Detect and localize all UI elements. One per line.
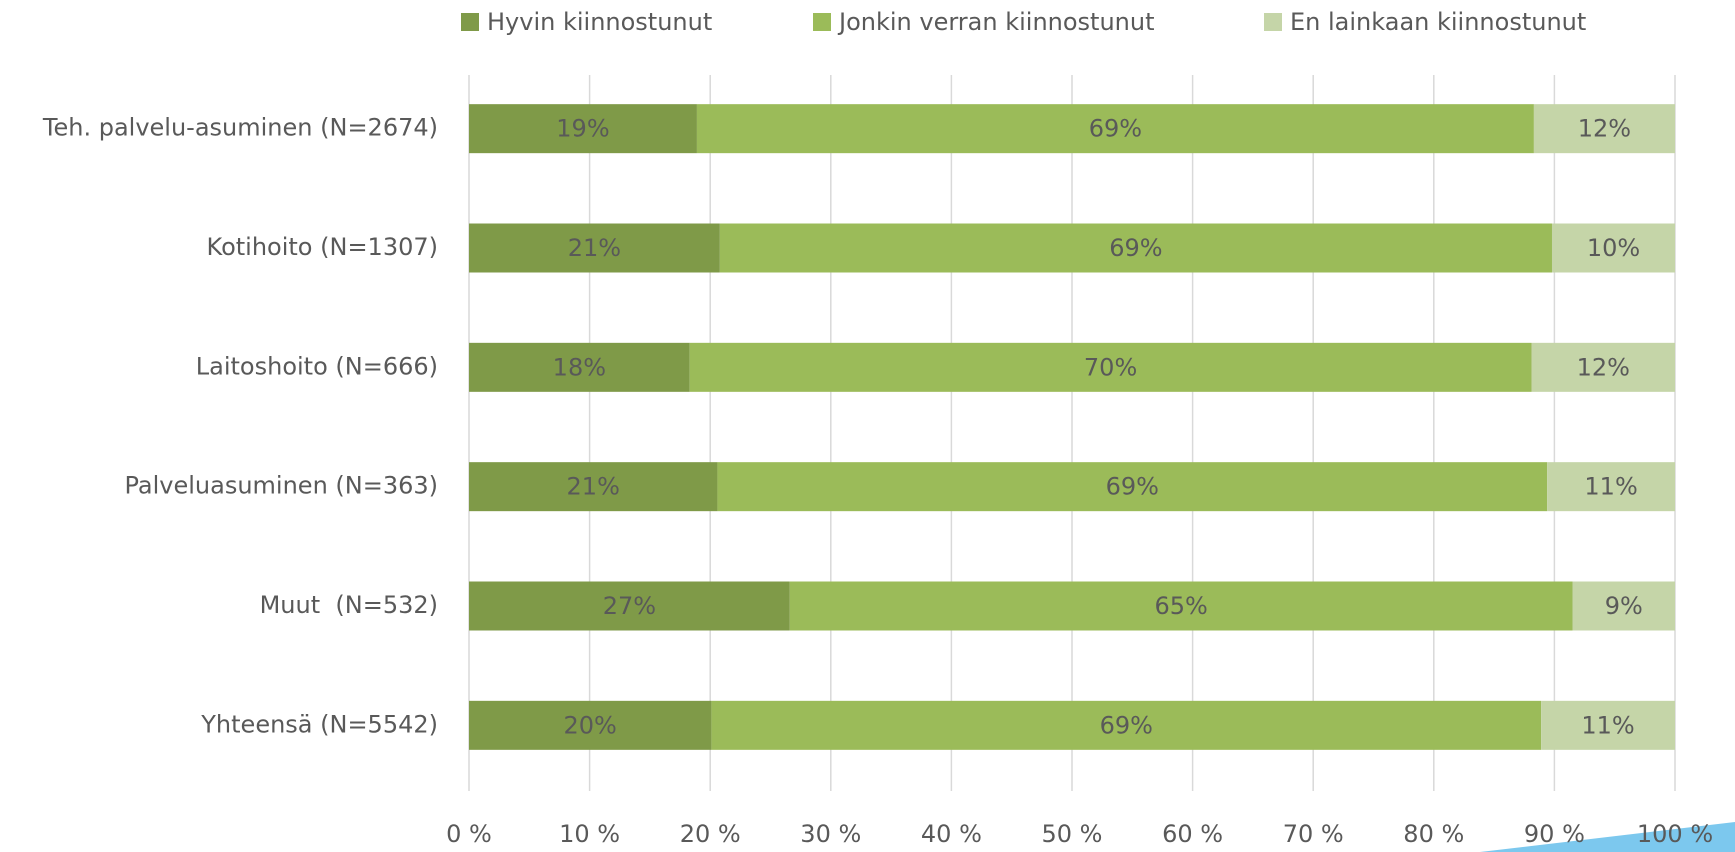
x-tick-label: 90 % (1524, 820, 1585, 848)
bar-segment (789, 581, 1573, 631)
data-label: 69% (1109, 234, 1162, 262)
data-label: 21% (568, 234, 621, 262)
y-tick-label: Muut (N=532) (260, 591, 438, 619)
legend-swatch (461, 13, 479, 31)
bar-segment (469, 342, 690, 392)
x-tick-label: 30 % (800, 820, 861, 848)
bar-segment (717, 462, 1548, 512)
bar-segment (1547, 462, 1675, 512)
bar-segment (469, 700, 712, 750)
legend-label: Jonkin verran kiinnostunut (837, 8, 1155, 36)
bar-segment (1551, 223, 1675, 273)
x-tick-label: 50 % (1042, 820, 1103, 848)
data-label: 69% (1106, 473, 1159, 501)
data-label: 70% (1084, 353, 1137, 381)
data-label: 69% (1089, 115, 1142, 143)
bar-segment (469, 104, 697, 154)
x-tick-label: 80 % (1403, 820, 1464, 848)
data-label: 12% (1578, 115, 1631, 143)
data-label: 69% (1100, 711, 1153, 739)
x-tick-label: 0 % (446, 820, 492, 848)
x-tick-label: 70 % (1283, 820, 1344, 848)
x-tick-label: 20 % (680, 820, 741, 848)
bar-segment (1541, 700, 1675, 750)
legend-swatch (813, 13, 831, 31)
data-label: 20% (564, 711, 617, 739)
bar-segment (469, 223, 720, 273)
data-label: 12% (1577, 353, 1630, 381)
data-label: 19% (556, 115, 609, 143)
x-tick-label: 60 % (1162, 820, 1223, 848)
bar-segment (711, 700, 1542, 750)
x-tick-label: 10 % (559, 820, 620, 848)
y-tick-label: Kotihoito (N=1307) (207, 233, 438, 261)
x-tick-label: 40 % (921, 820, 982, 848)
x-tick-label: 100 % (1637, 820, 1713, 848)
data-label: 11% (1584, 473, 1637, 501)
bar-segment (1531, 342, 1675, 392)
legend-label: En lainkaan kiinnostunut (1290, 8, 1586, 36)
y-tick-label: Yhteensä (N=5542) (200, 710, 438, 738)
legend-swatch (1264, 13, 1282, 31)
y-tick-label: Laitoshoito (N=666) (196, 352, 438, 380)
data-label: 18% (553, 353, 606, 381)
data-label: 27% (603, 592, 656, 620)
bar-segment (469, 462, 718, 512)
legend-label: Hyvin kiinnostunut (487, 8, 712, 36)
data-label: 10% (1587, 234, 1640, 262)
data-label: 21% (567, 473, 620, 501)
data-label: 9% (1605, 592, 1643, 620)
bar-segment (689, 342, 1532, 392)
y-tick-label: Palveluasuminen (N=363) (125, 472, 439, 500)
data-label: 65% (1154, 592, 1207, 620)
y-tick-label: Teh. palvelu-asuminen (N=2674) (42, 114, 438, 142)
bar-segment (696, 104, 1534, 154)
bar-segment (469, 581, 790, 631)
data-label: 11% (1581, 711, 1634, 739)
decoration (1480, 822, 1735, 852)
bar-segment (1572, 581, 1675, 631)
bar-segment (1533, 104, 1675, 154)
bar-segment (719, 223, 1552, 273)
